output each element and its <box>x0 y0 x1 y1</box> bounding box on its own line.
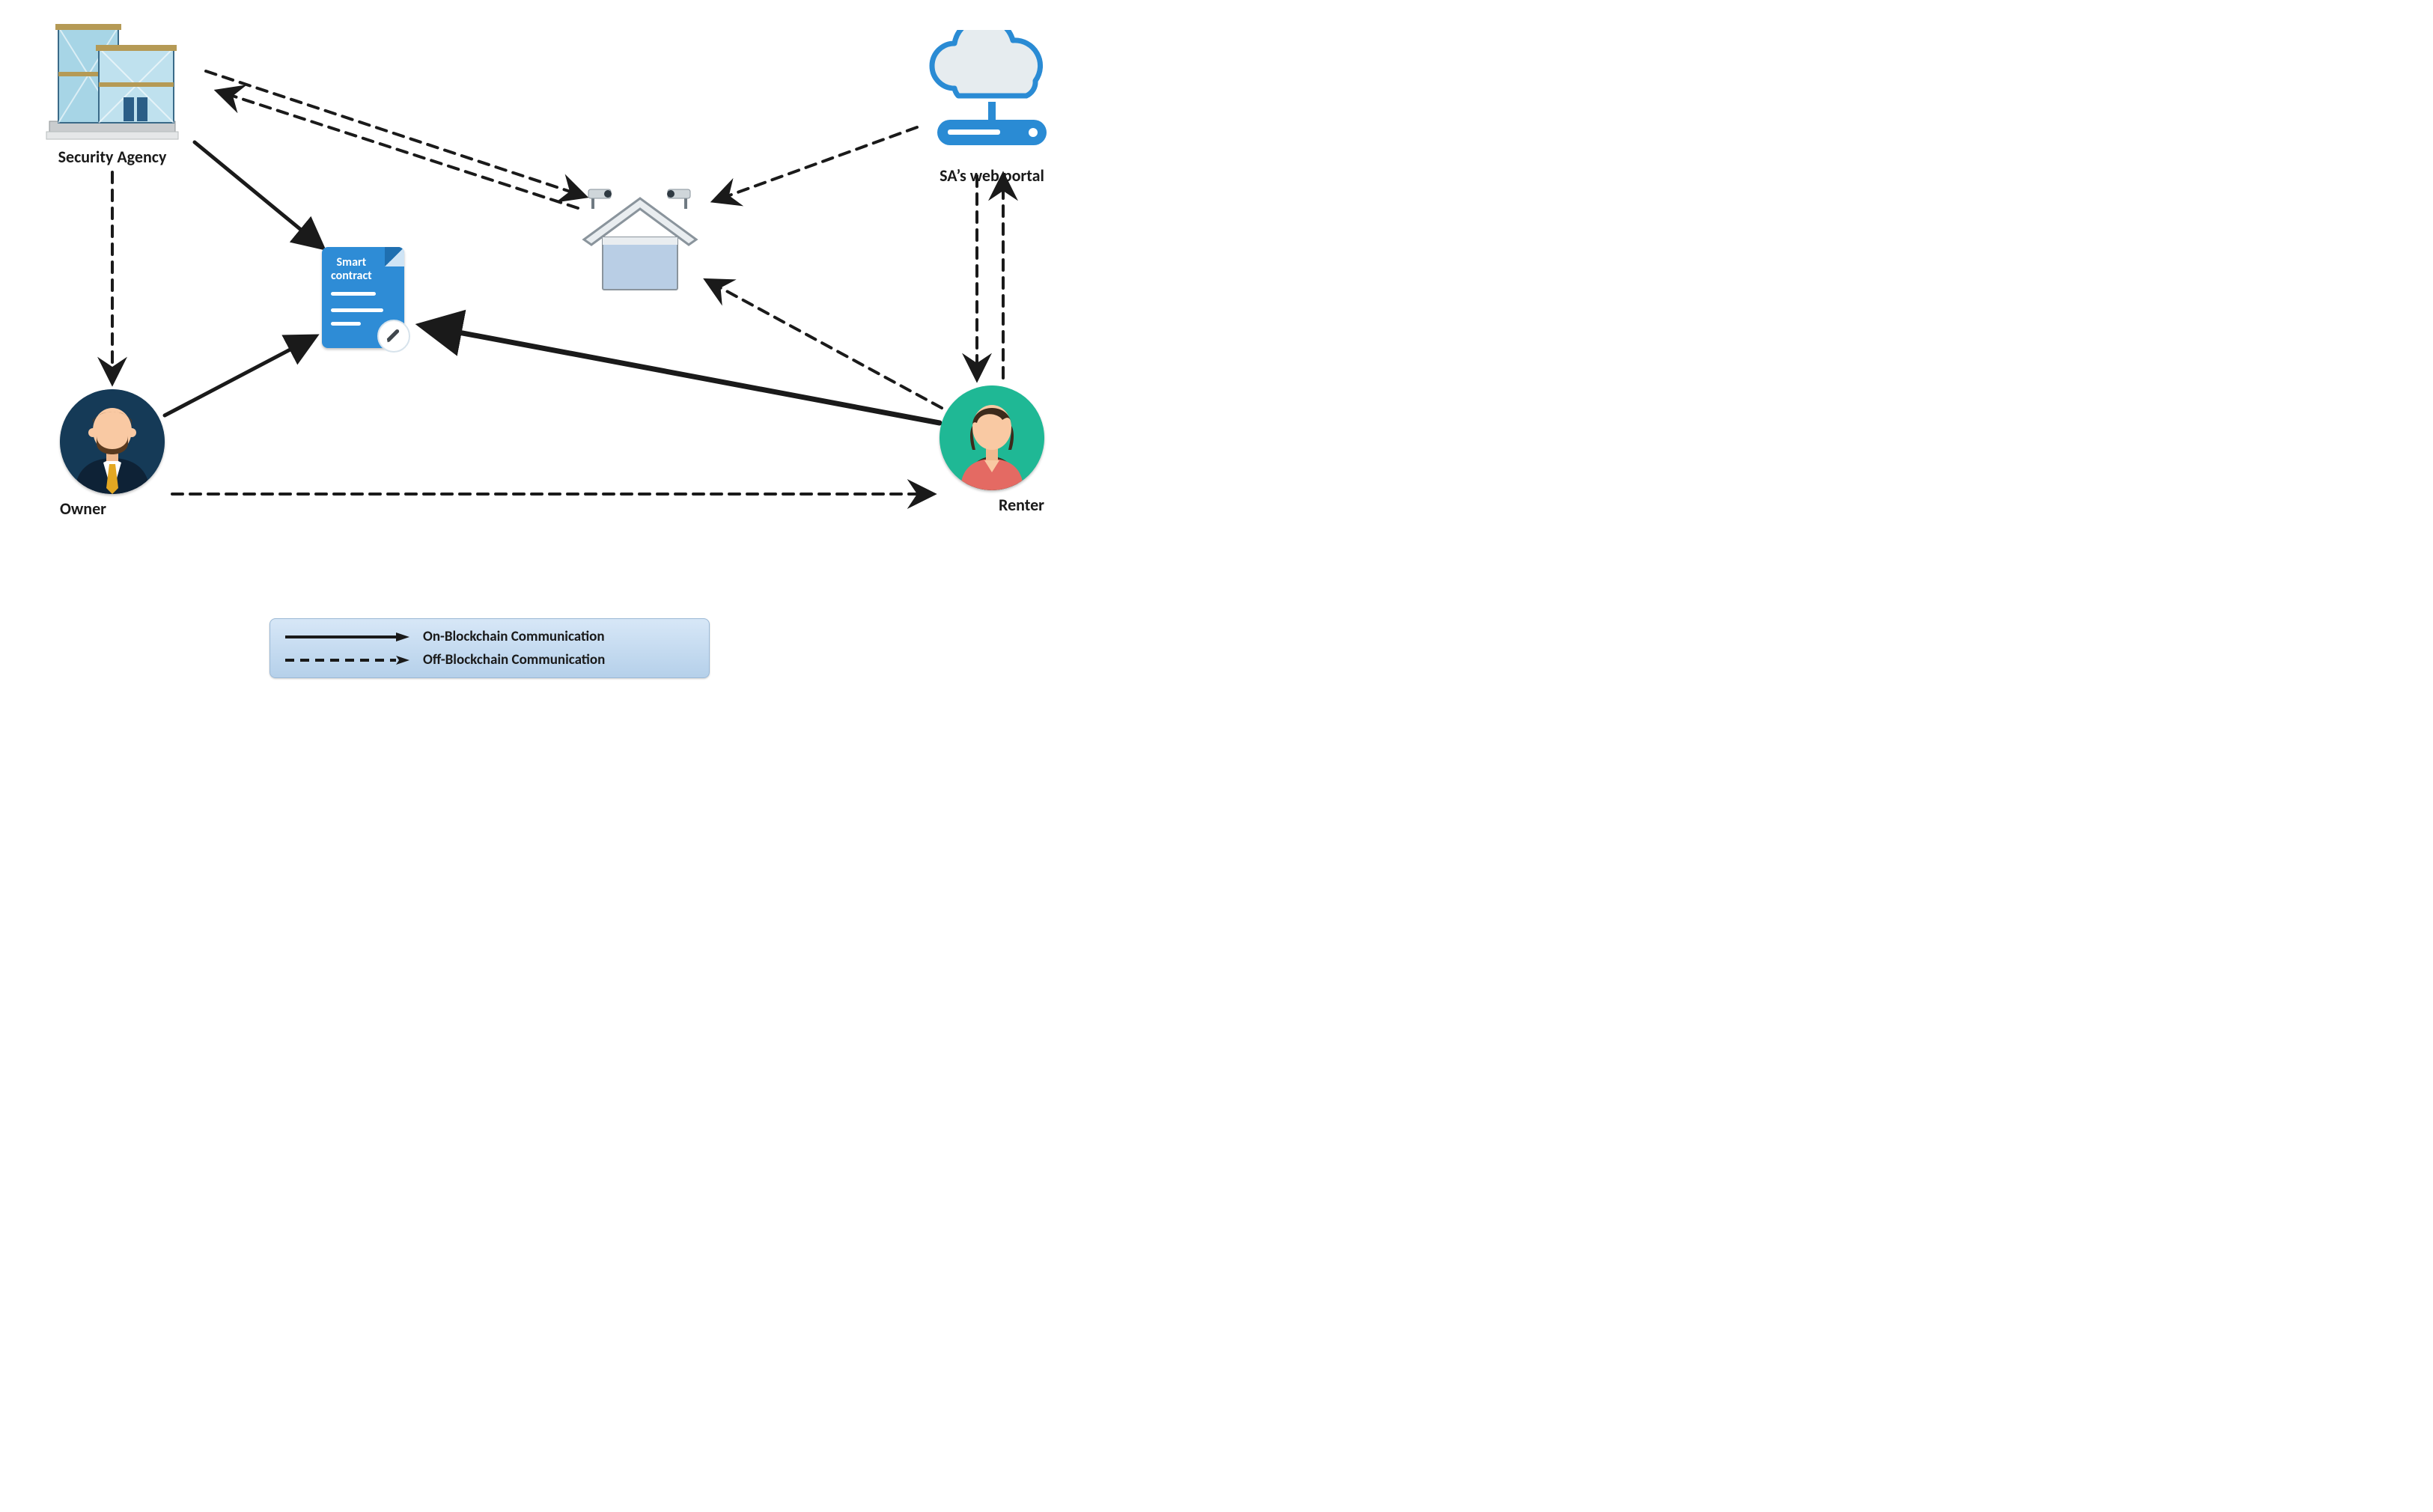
pen-icon <box>377 320 410 353</box>
node-renter: Renter <box>940 385 1044 515</box>
legend-on-label: On-Blockchain Communication <box>423 628 605 645</box>
legend-off-label: Off-Blockchain Communication <box>423 651 605 668</box>
security-agency-icon <box>45 22 180 142</box>
cloud-server-icon <box>921 30 1063 157</box>
legend-box: On-Blockchain Communication Off-Blockcha… <box>270 618 710 678</box>
contract-label-1: Smart <box>336 255 366 269</box>
renter-avatar-icon <box>940 385 1044 490</box>
security-agency-label: Security Agency <box>45 147 180 167</box>
cloud-label: SA’s web portal <box>921 165 1063 186</box>
node-smart-contract: Smart contract <box>322 247 412 348</box>
edge-renter-smart_contract <box>423 326 940 423</box>
contract-label-2: contract <box>331 269 372 283</box>
legend-on-row: On-Blockchain Communication <box>284 628 695 645</box>
owner-avatar-icon <box>60 389 165 494</box>
node-house <box>576 183 704 299</box>
legend-off-row: Off-Blockchain Communication <box>284 651 695 668</box>
node-owner: Owner <box>60 389 165 519</box>
house-icon <box>576 183 704 296</box>
edge-cloud-house <box>715 127 917 201</box>
node-security-agency: Security Agency <box>45 22 180 167</box>
node-cloud-portal: SA’s web portal <box>921 30 1063 186</box>
smart-contract-icon: Smart contract <box>322 247 404 348</box>
edge-security_agency-smart_contract <box>195 142 322 247</box>
legend-solid-arrow-icon <box>284 632 411 642</box>
edge-house-security_agency_b <box>219 91 578 208</box>
edge-renter-house_diag <box>707 281 942 408</box>
edge-security_agency-house_a <box>206 71 584 196</box>
renter-label: Renter <box>940 495 1044 515</box>
owner-label: Owner <box>60 499 165 519</box>
diagram-stage: Security Agency <box>0 0 1108 689</box>
legend-dashed-arrow-icon <box>284 655 411 665</box>
edge-owner-smart_contract <box>165 337 314 415</box>
